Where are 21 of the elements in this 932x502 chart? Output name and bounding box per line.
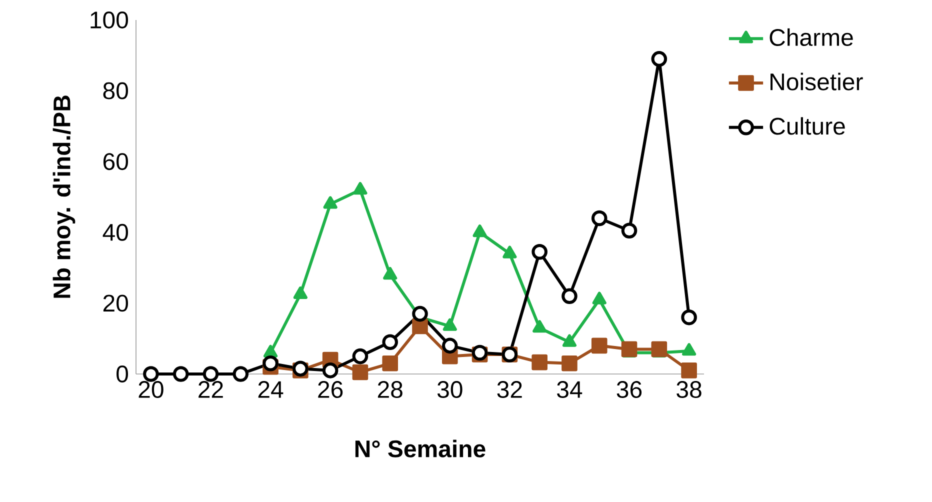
- y-tick-label: 80: [103, 82, 128, 100]
- legend-label: Culture: [770, 117, 845, 135]
- x-tick-label: 36: [616, 381, 642, 398]
- x-tick-label: 28: [378, 381, 402, 398]
- y-axis-title: Nb moy. d'ind./PB: [52, 96, 76, 298]
- y-tick-label: 40: [102, 224, 128, 241]
- y-tick-label: 20: [103, 294, 128, 312]
- x-tick-label: 24: [258, 381, 284, 398]
- x-tick-label: 30: [437, 381, 462, 398]
- y-tick-label: 100: [90, 12, 128, 28]
- x-tick-label: 38: [676, 381, 702, 398]
- legend-label: Noisetier: [770, 72, 863, 90]
- x-tick-label: 34: [557, 381, 582, 398]
- x-tick-label: 26: [318, 381, 343, 398]
- y-tick-label: 0: [116, 366, 128, 382]
- y-tick-label: 60: [103, 153, 128, 170]
- legend-label: Charme: [770, 28, 853, 46]
- x-tick-label: 32: [497, 381, 522, 398]
- x-axis-title: N° Semaine: [355, 440, 486, 458]
- x-tick-label: 20: [138, 381, 164, 398]
- x-tick-label: 22: [198, 381, 223, 398]
